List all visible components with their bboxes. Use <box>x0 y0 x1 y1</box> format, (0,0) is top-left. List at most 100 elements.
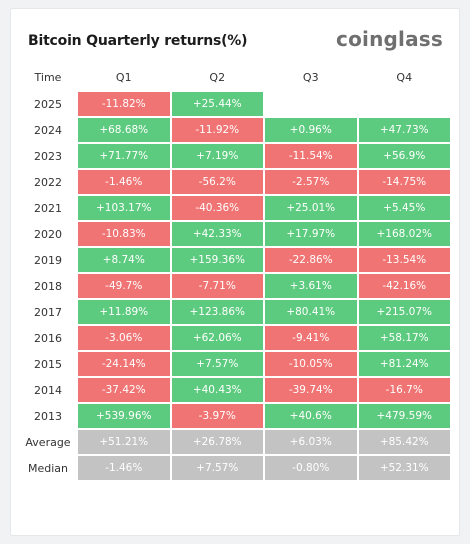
row-label: 2017 <box>34 305 62 319</box>
return-cell <box>359 92 451 116</box>
return-cell: +62.06% <box>171 326 263 350</box>
chart-title: Bitcoin Quarterly returns(%) <box>28 33 248 49</box>
return-cell: +168.02% <box>358 222 450 246</box>
row-label: 2013 <box>34 409 62 423</box>
return-cell: -10.83% <box>78 222 170 246</box>
return-cell: +7.57% <box>171 352 263 376</box>
return-cell: +539.96% <box>78 404 170 428</box>
return-cell: +3.61% <box>265 274 357 298</box>
return-cell: +58.17% <box>358 326 450 350</box>
table-row: 2023 +71.77% +7.19% -11.54% +56.9% <box>20 144 450 168</box>
return-cell: -2.57% <box>265 170 357 194</box>
summary-row: Median -1.46% +7.57% -0.80% +52.31% <box>20 456 450 480</box>
table-row: 2022 -1.46% -56.2% -2.57% -14.75% <box>20 170 450 194</box>
return-cell: -11.54% <box>265 144 357 168</box>
return-cell: +0.96% <box>265 118 357 142</box>
table-row: 2018 -49.7% -7.71% +3.61% -42.16% <box>20 274 450 298</box>
return-cell: +80.41% <box>265 300 357 324</box>
return-cell: -37.42% <box>78 378 170 402</box>
return-cell: -16.7% <box>358 378 450 402</box>
return-cell: -24.14% <box>78 352 170 376</box>
row-label: 2015 <box>34 357 62 371</box>
summary-cell: +6.03% <box>265 430 357 454</box>
return-cell: +81.24% <box>358 352 450 376</box>
table-row: 2013 +539.96% -3.97% +40.6% +479.59% <box>20 404 450 428</box>
return-cell: -13.54% <box>358 248 450 272</box>
return-cell: +8.74% <box>78 248 170 272</box>
return-cell: -1.46% <box>78 170 170 194</box>
return-cell: -11.82% <box>78 92 170 116</box>
row-label: Average <box>25 435 71 449</box>
row-label: 2019 <box>34 253 62 267</box>
summary-cell: -1.46% <box>78 456 170 480</box>
return-cell: +47.73% <box>358 118 450 142</box>
return-cell: +215.07% <box>358 300 450 324</box>
row-label: 2023 <box>34 149 62 163</box>
return-cell: +479.59% <box>358 404 450 428</box>
return-cell: +71.77% <box>78 144 170 168</box>
table-row: 2021 +103.17% -40.36% +25.01% +5.45% <box>20 196 450 220</box>
table-row: 2015 -24.14% +7.57% -10.05% +81.24% <box>20 352 450 376</box>
table-body: 2025 -11.82% +25.44% 2024 +68.68% -11.92% +0.9… <box>20 92 450 480</box>
return-cell: +40.6% <box>265 404 357 428</box>
table-row: 2014 -37.42% +40.43% -39.74% -16.7% <box>20 378 450 402</box>
table-row: 2020 -10.83% +42.33% +17.97% +168.02% <box>20 222 450 246</box>
return-cell: +25.44% <box>171 92 263 116</box>
return-cell: +7.19% <box>171 144 263 168</box>
summary-cell: -0.80% <box>265 456 357 480</box>
return-cell: -9.41% <box>265 326 357 350</box>
row-label: 2025 <box>34 97 62 111</box>
return-cell: +25.01% <box>265 196 357 220</box>
return-cell <box>265 92 357 116</box>
return-cell: +42.33% <box>171 222 263 246</box>
row-label: 2024 <box>34 123 62 137</box>
row-label: 2016 <box>34 331 62 345</box>
row-label: 2014 <box>34 383 62 397</box>
return-cell: +68.68% <box>78 118 170 142</box>
column-header-q3: Q3 <box>302 70 319 84</box>
column-header-time: Time <box>34 70 62 84</box>
row-label: 2021 <box>34 201 62 215</box>
return-cell: -22.86% <box>265 248 357 272</box>
return-cell: +123.86% <box>171 300 263 324</box>
summary-cell: +52.31% <box>358 456 450 480</box>
coinglass-logo: coinglass <box>336 27 443 51</box>
row-label: 2020 <box>34 227 62 241</box>
summary-cell: +85.42% <box>358 430 450 454</box>
summary-cell: +51.21% <box>78 430 170 454</box>
row-label: 2018 <box>34 279 62 293</box>
return-cell: -7.71% <box>171 274 263 298</box>
return-cell: -49.7% <box>78 274 170 298</box>
return-cell: +56.9% <box>358 144 450 168</box>
row-label: 2022 <box>34 175 62 189</box>
table-row: 2025 -11.82% +25.44% <box>20 92 450 116</box>
return-cell: -14.75% <box>358 170 450 194</box>
return-cell: -39.74% <box>265 378 357 402</box>
table-row: 2024 +68.68% -11.92% +0.96% +47.73% <box>20 118 450 142</box>
return-cell: -10.05% <box>265 352 357 376</box>
column-header-q2: Q2 <box>209 70 226 84</box>
return-cell: +103.17% <box>78 196 170 220</box>
return-cell: -3.06% <box>78 326 170 350</box>
row-label: Median <box>27 461 68 475</box>
header-row: Time Q1 Q2 Q3 Q4 <box>20 64 450 90</box>
return-cell: +11.89% <box>78 300 170 324</box>
return-cell: +17.97% <box>265 222 357 246</box>
column-header-q1: Q1 <box>115 70 132 84</box>
return-cell: -11.92% <box>171 118 263 142</box>
table-row: 2019 +8.74% +159.36% -22.86% -13.54% <box>20 248 450 272</box>
table-row: 2016 -3.06% +62.06% -9.41% +58.17% <box>20 326 450 350</box>
summary-row: Average +51.21% +26.78% +6.03% +85.42% <box>20 430 450 454</box>
summary-cell: +7.57% <box>171 456 263 480</box>
return-cell: -3.97% <box>171 404 263 428</box>
return-cell: +40.43% <box>171 378 263 402</box>
return-cell: -40.36% <box>171 196 263 220</box>
return-cell: +159.36% <box>171 248 263 272</box>
return-cell: -42.16% <box>358 274 450 298</box>
table-row: 2017 +11.89% +123.86% +80.41% +215.07% <box>20 300 450 324</box>
returns-table: Time Q1 Q2 Q3 Q4 2025 -11.82% +25.44% 2024 +… <box>18 62 452 482</box>
column-header-q4: Q4 <box>396 70 413 84</box>
return-cell: -56.2% <box>171 170 263 194</box>
summary-cell: +26.78% <box>171 430 263 454</box>
return-cell: +5.45% <box>358 196 450 220</box>
